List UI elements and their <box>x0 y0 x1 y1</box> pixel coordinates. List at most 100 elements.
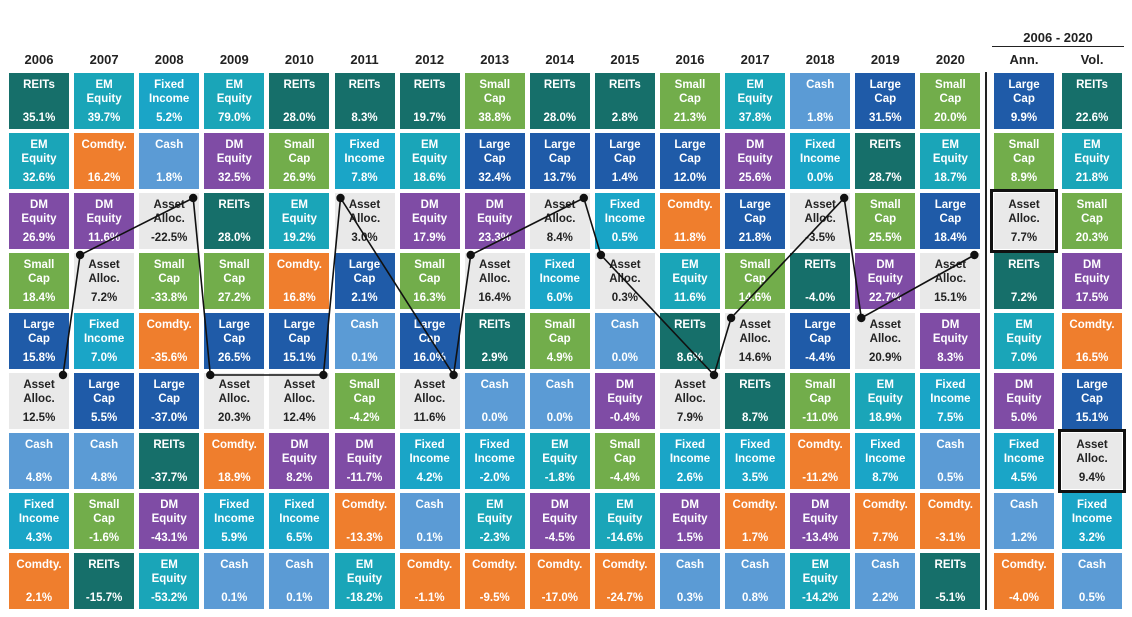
return-value: 21.3% <box>673 112 707 124</box>
asset-class-label: Cash <box>415 499 444 511</box>
return-value: 11.8% <box>674 232 706 244</box>
return-value: 0.3% <box>676 592 704 604</box>
cell-2017-cash: Cash 0.8% <box>725 553 786 609</box>
asset-class-label: EM Equity <box>932 139 968 165</box>
cell-2006-large-cap: Large Cap 15.8% <box>9 313 69 369</box>
asset-class-label: Asset Alloc. <box>739 319 771 345</box>
asset-class-label: EM Equity <box>281 199 317 225</box>
return-value: 18.9% <box>868 412 902 424</box>
return-value: 25.6% <box>738 172 772 184</box>
return-value: 4.8% <box>25 472 53 484</box>
asset-class-label: REITs <box>1076 79 1108 91</box>
cell-2011-cash: Cash 0.1% <box>334 313 395 369</box>
return-value: 1.8% <box>156 172 183 184</box>
asset-class-label: REITs <box>674 319 706 331</box>
return-value: 0.1% <box>351 352 378 364</box>
return-value: 19.2% <box>283 232 316 244</box>
return-value: 7.0% <box>1010 352 1038 364</box>
cell-2017-small-cap: Small Cap 14.6% <box>725 253 786 309</box>
cell-2019-em-equity: EM Equity 18.9% <box>855 373 916 429</box>
asset-class-label: Comdty. <box>602 559 648 571</box>
asset-class-label: Comdty. <box>537 559 583 571</box>
cell-2010-reits: REITs 28.0% <box>269 73 330 129</box>
return-value: 0.1% <box>416 532 443 544</box>
return-value: 28.7% <box>868 172 902 184</box>
cell-2006-dm-equity: DM Equity 26.9% <box>9 193 69 249</box>
return-value: -4.0% <box>1008 592 1040 604</box>
cell-2006-em-equity: EM Equity 32.6% <box>9 133 69 189</box>
asset-class-label: Cash <box>350 319 379 331</box>
summary-cell-vol-small-cap: Small Cap 20.3% <box>1062 193 1122 249</box>
cell-2011-reits: REITs 8.3% <box>334 73 395 129</box>
asset-class-label: DM Equity <box>1006 379 1042 405</box>
return-value: 28.0% <box>283 112 316 124</box>
summary-header-vol: Vol. <box>1080 52 1104 67</box>
return-value: 28.0% <box>543 112 577 124</box>
cell-2009-dm-equity: DM Equity 32.5% <box>204 133 265 189</box>
return-value: 27.2% <box>217 292 251 304</box>
return-value: -11.0% <box>802 412 839 424</box>
asset-class-label: Cash <box>285 559 314 571</box>
year-header-2020: 2020 <box>935 52 965 67</box>
cell-2012-reits: REITs 19.7% <box>399 73 460 129</box>
return-value: 12.5% <box>22 412 56 424</box>
cell-2016-reits: REITs 8.6% <box>660 313 720 369</box>
cell-2013-small-cap: Small Cap 38.8% <box>464 73 525 129</box>
return-value: 3.2% <box>1078 532 1106 544</box>
return-value: 2.1% <box>25 592 53 604</box>
return-value: 0.0% <box>807 172 834 184</box>
return-value: -1.8% <box>544 472 575 484</box>
return-value: 0.0% <box>546 412 573 424</box>
return-value: 20.3% <box>217 412 251 424</box>
cell-2007-dm-equity: DM Equity 11.6% <box>74 193 135 249</box>
asset-class-label: Asset Alloc. <box>609 259 641 285</box>
return-value: 7.0% <box>90 352 118 364</box>
return-value: 7.7% <box>1010 232 1038 244</box>
cell-2020-cash: Cash 0.5% <box>920 433 981 489</box>
asset-class-label: Fixed Income <box>279 499 320 525</box>
return-value: 8.7% <box>872 472 899 484</box>
asset-alloc-highlight-ann <box>990 189 1058 253</box>
return-value: 4.9% <box>546 352 573 364</box>
cell-2014-fixed-income: Fixed Income 6.0% <box>529 253 590 309</box>
cell-2016-em-equity: EM Equity 11.6% <box>660 253 720 309</box>
cell-2007-fixed-income: Fixed Income 7.0% <box>74 313 135 369</box>
asset-class-label: Large Cap <box>739 199 771 225</box>
cell-2009-comdty: Comdty. 18.9% <box>204 433 265 489</box>
asset-class-label: EM Equity <box>607 499 643 525</box>
cell-2019-cash: Cash 2.2% <box>855 553 916 609</box>
return-value: 15.1% <box>1075 412 1109 424</box>
asset-class-label: Small Cap <box>1076 199 1108 225</box>
asset-class-label: Large Cap <box>283 319 316 345</box>
return-value: 9.9% <box>1010 112 1038 124</box>
return-value: -4.4% <box>805 352 836 364</box>
return-value: 20.3% <box>1075 232 1109 244</box>
asset-class-label: Comdty. <box>1069 319 1115 331</box>
asset-class-label: Asset Alloc. <box>804 199 836 225</box>
asset-class-label: Large Cap <box>869 79 901 105</box>
return-value: 8.4% <box>546 232 573 244</box>
cell-2017-em-equity: EM Equity 37.8% <box>725 73 786 129</box>
cell-2017-asset-alloc: Asset Alloc. 14.6% <box>725 313 786 369</box>
asset-class-label: Large Cap <box>479 139 511 165</box>
asset-class-label: Fixed Income <box>1003 439 1045 465</box>
return-value: 16.8% <box>283 292 316 304</box>
year-header-2006: 2006 <box>24 52 54 67</box>
asset-class-label: EM Equity <box>86 79 122 105</box>
asset-class-label: DM Equity <box>281 439 317 465</box>
asset-class-label: Comdty. <box>16 559 62 571</box>
cell-2010-fixed-income: Fixed Income 6.5% <box>269 493 330 549</box>
cell-2014-em-equity: EM Equity -1.8% <box>529 433 590 489</box>
return-value: -4.4% <box>609 472 640 484</box>
return-value: 12.0% <box>673 172 707 184</box>
cell-2015-cash: Cash 0.0% <box>594 313 655 369</box>
asset-class-label: Cash <box>806 79 835 91</box>
cell-2019-reits: REITs 28.7% <box>855 133 916 189</box>
return-value: -53.2% <box>150 592 188 604</box>
cell-2020-large-cap: Large Cap 18.4% <box>920 193 981 249</box>
return-value: 15.1% <box>283 352 316 364</box>
return-value: -11.7% <box>346 472 383 484</box>
cell-2017-comdty: Comdty. 1.7% <box>725 493 786 549</box>
cell-2013-reits: REITs 2.9% <box>464 313 525 369</box>
cell-2018-comdty: Comdty. -11.2% <box>790 433 851 489</box>
